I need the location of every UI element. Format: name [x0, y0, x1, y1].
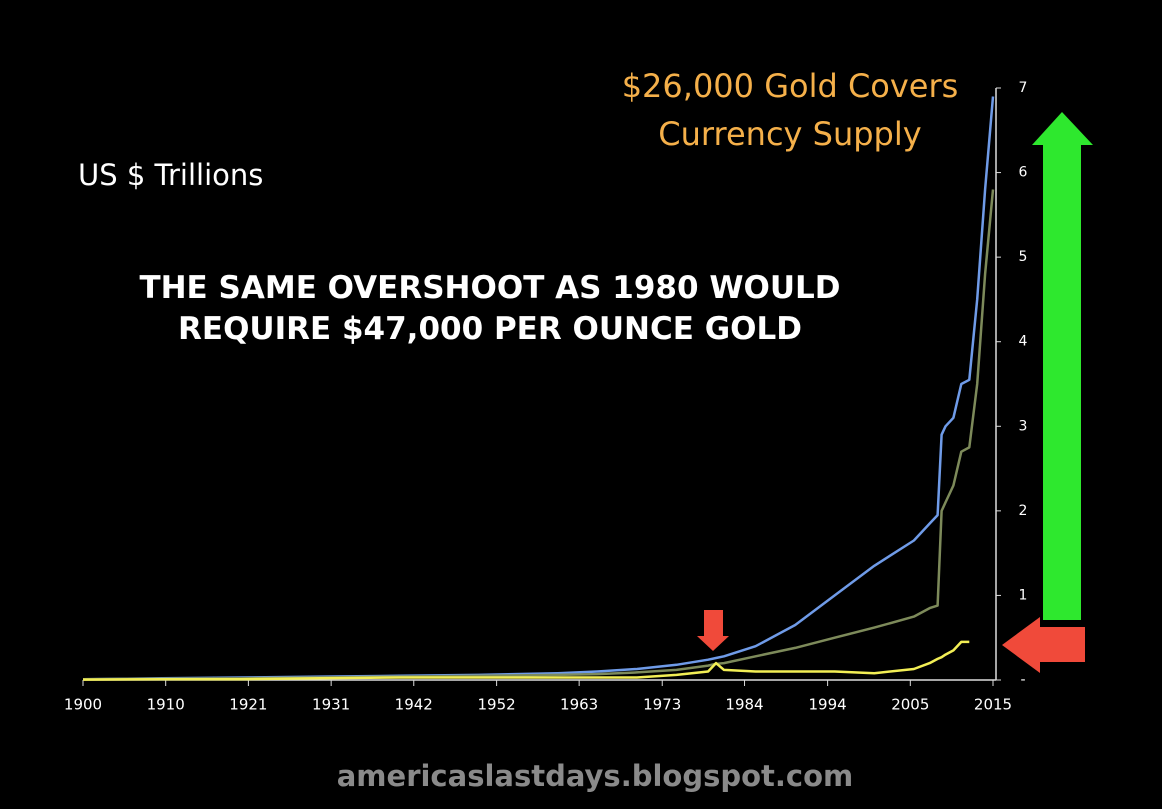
x-tick-label: 1963 [560, 696, 598, 714]
y-tick-label: 6 [1019, 165, 1028, 181]
chart-title: THE SAME OVERSHOOT AS 1980 WOULD REQUIRE… [139, 270, 841, 347]
x-tick-label: 1910 [147, 696, 185, 714]
annotation-box: $26,000 Gold Covers Currency Supply [621, 67, 959, 153]
x-tick-label: 1984 [725, 696, 763, 714]
x-tick-label: 1952 [478, 696, 516, 714]
red-down-arrow [697, 610, 729, 651]
annotation: $26,000 Gold Covers Currency Supply [621, 67, 959, 153]
x-tick-label: 1931 [312, 696, 350, 714]
x-tick-label: 2015 [974, 696, 1012, 714]
y-tick-label: 7 [1019, 80, 1028, 96]
y-tick-label: - [1020, 672, 1025, 688]
x-tick-label: 1994 [809, 696, 847, 714]
green-up-arrow [1032, 112, 1093, 620]
y-tick-label: 2 [1019, 503, 1028, 519]
y-tick-label: 5 [1019, 249, 1028, 265]
x-tick-label: 1973 [643, 696, 681, 714]
series-line [82, 640, 970, 681]
x-tick-label: 1900 [64, 696, 102, 714]
red-left-arrow [1002, 617, 1085, 673]
series-line [82, 189, 995, 681]
y-tick-label: 3 [1019, 418, 1028, 434]
y-tick-label: 1 [1019, 587, 1028, 603]
watermark: americaslastdays.blogspot.com [337, 759, 854, 793]
y-tick-label: 4 [1019, 334, 1028, 350]
x-tick-label: 2005 [891, 696, 929, 714]
title-box: THE SAME OVERSHOOT AS 1980 WOULD REQUIRE… [139, 270, 841, 347]
x-tick-label: 1942 [395, 696, 433, 714]
y-axis-label: US $ Trillions [78, 158, 263, 192]
x-tick-label: 1921 [229, 696, 267, 714]
